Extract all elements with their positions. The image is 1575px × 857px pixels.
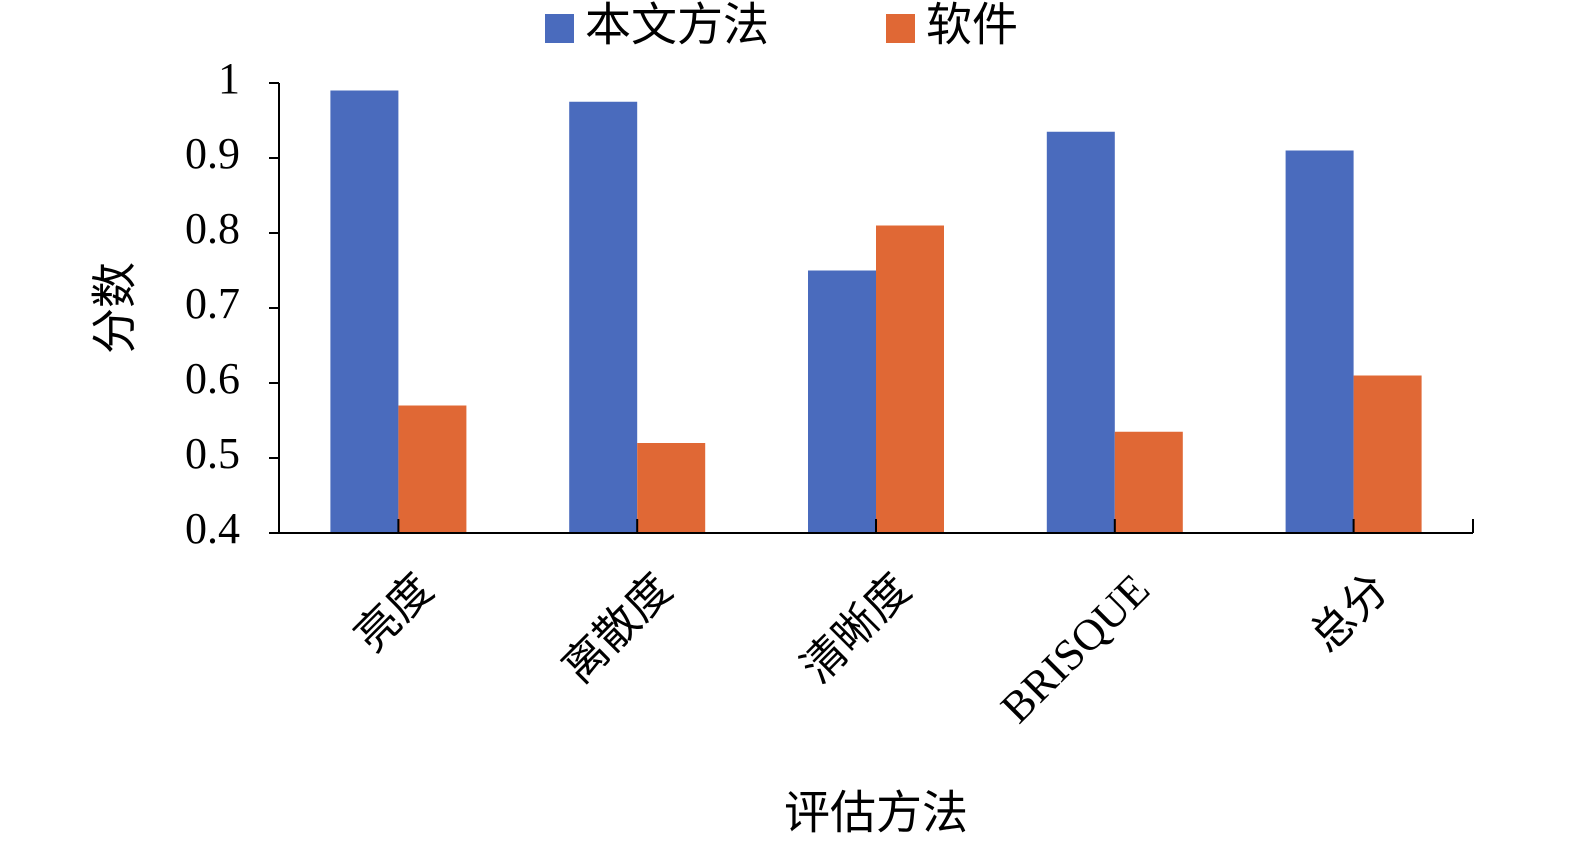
bar (637, 443, 706, 533)
bar (398, 405, 467, 533)
y-tick-label: 0.8 (185, 204, 240, 253)
legend-swatch (545, 14, 574, 43)
x-tick-label: 总分 (1301, 565, 1398, 662)
bar (1285, 150, 1354, 533)
y-tick-label: 0.9 (185, 129, 240, 178)
y-tick-label: 0.6 (185, 354, 240, 403)
x-tick-label: BRISQUE (991, 565, 1159, 733)
legend-label: 软件 (926, 0, 1018, 51)
y-axis-title: 分数 (90, 262, 141, 354)
legend-label: 本文方法 (585, 0, 769, 51)
x-tick-label: 亮度 (346, 565, 443, 662)
legend-swatch (886, 14, 915, 43)
bar (1114, 431, 1183, 533)
bar (1046, 131, 1115, 533)
x-axis-title: 评估方法 (784, 788, 968, 839)
x-tick-label: 清晰度 (792, 565, 920, 693)
y-tick-label: 0.4 (185, 504, 240, 553)
y-tick-label: 0.7 (185, 279, 240, 328)
y-tick-label: 0.5 (185, 429, 240, 478)
y-tick-label: 1 (218, 54, 240, 103)
x-tick-label: 离散度 (553, 565, 681, 693)
bar (569, 101, 638, 533)
bar (330, 90, 399, 533)
bar (876, 225, 944, 533)
bar (1353, 375, 1422, 533)
bar (808, 270, 876, 533)
